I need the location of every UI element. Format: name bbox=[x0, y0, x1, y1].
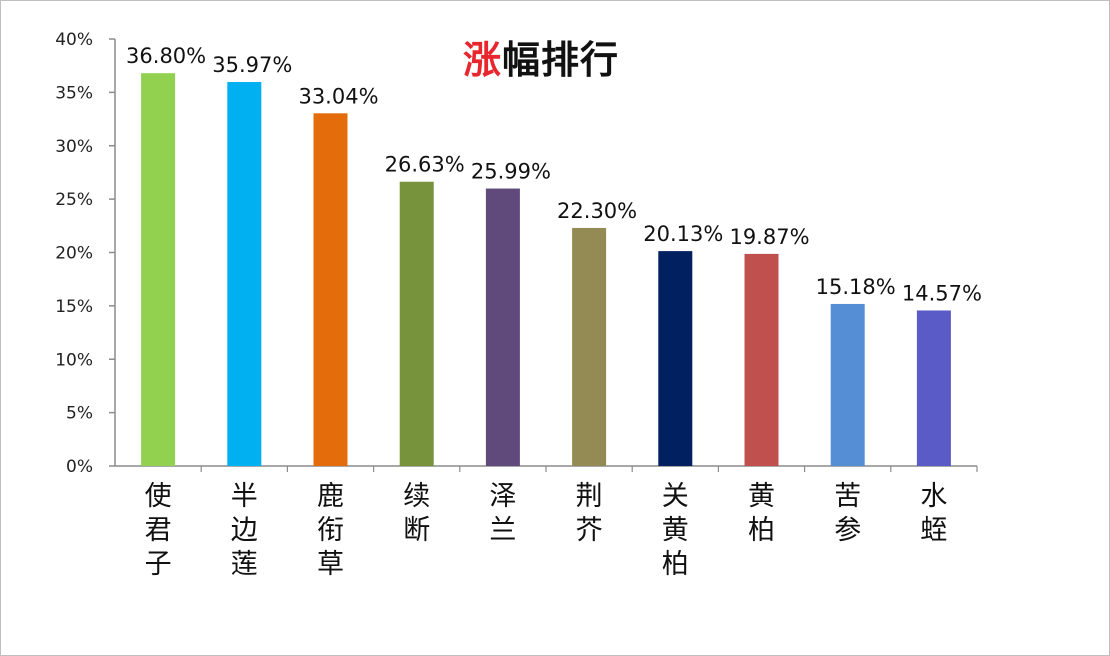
chart-title-rest: 幅排行 bbox=[502, 38, 620, 82]
bar bbox=[572, 227, 607, 466]
y-tick-label: 0% bbox=[66, 457, 93, 477]
x-tick-label: 荆芥 bbox=[576, 481, 603, 546]
data-label: 25.99% bbox=[471, 160, 551, 184]
y-tick-label: 5% bbox=[66, 404, 93, 424]
data-label: 14.57% bbox=[902, 281, 982, 305]
x-tick-label: 水蛭 bbox=[920, 481, 947, 546]
y-tick-label: 10% bbox=[55, 350, 93, 370]
bar bbox=[830, 303, 865, 466]
x-tick-label: 苦参 bbox=[834, 481, 861, 546]
x-tick-label: 续断 bbox=[403, 481, 430, 546]
bar bbox=[916, 310, 951, 466]
chart-title: 涨幅排行 bbox=[463, 29, 619, 84]
bar bbox=[141, 73, 176, 466]
y-tick-label: 20% bbox=[55, 244, 93, 264]
x-tick-label: 鹿衔草 bbox=[317, 481, 344, 580]
x-tick-label: 使君子 bbox=[145, 481, 172, 580]
data-label: 26.63% bbox=[385, 153, 465, 177]
x-tick-label: 黄柏 bbox=[748, 481, 775, 546]
data-label: 15.18% bbox=[816, 275, 896, 299]
y-tick-label: 25% bbox=[55, 190, 93, 210]
y-tick-label: 35% bbox=[55, 83, 93, 103]
y-tick-label: 40% bbox=[55, 30, 93, 50]
x-tick-label: 泽兰 bbox=[489, 481, 516, 546]
bar bbox=[399, 181, 434, 467]
data-label: 22.30% bbox=[557, 199, 637, 223]
y-tick-label: 15% bbox=[55, 297, 93, 317]
data-label: 33.04% bbox=[298, 84, 378, 108]
bar bbox=[658, 251, 693, 466]
bar bbox=[227, 82, 262, 466]
bar bbox=[485, 188, 520, 466]
chart-title-highlight: 涨 bbox=[463, 38, 503, 82]
data-label: 20.13% bbox=[643, 222, 723, 246]
data-label: 36.80% bbox=[126, 44, 206, 68]
data-label: 19.87% bbox=[729, 225, 809, 249]
bar bbox=[744, 253, 779, 466]
x-tick-label: 半边莲 bbox=[231, 481, 258, 580]
bar bbox=[313, 113, 348, 466]
y-tick-label: 30% bbox=[55, 137, 93, 157]
data-label: 35.97% bbox=[212, 53, 292, 77]
x-tick-label: 关黄柏 bbox=[662, 481, 689, 580]
